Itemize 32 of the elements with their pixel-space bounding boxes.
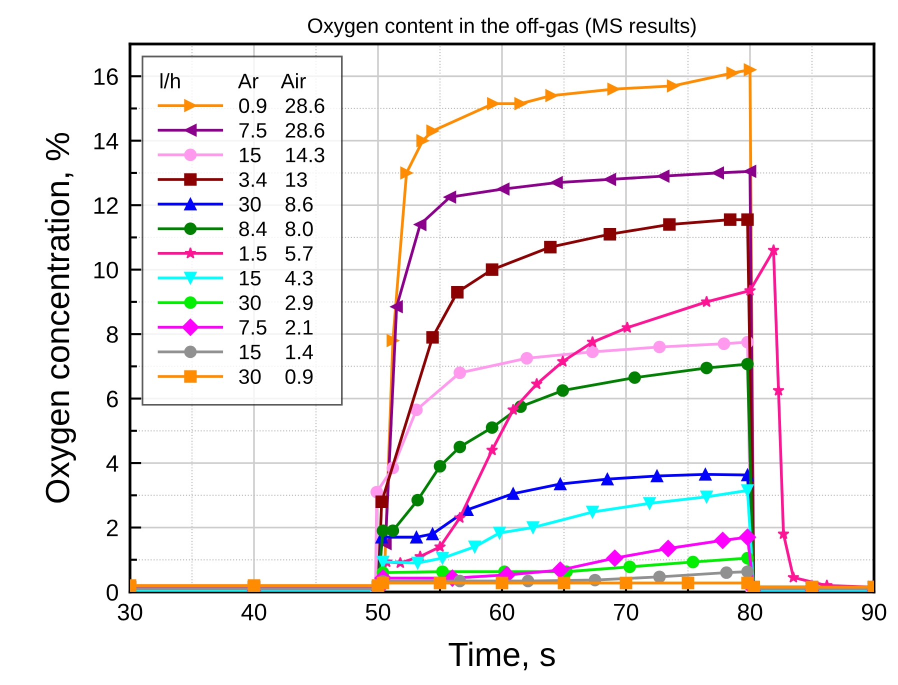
y-tick-label: 6: [106, 390, 118, 408]
y-tick-label: 12: [94, 197, 118, 214]
legend-label: 30 2.9: [239, 295, 313, 310]
x-tick-label: 90: [862, 604, 886, 620]
x-tick-label: 70: [614, 604, 638, 620]
legend-label: 3.4 13: [239, 172, 307, 187]
legend-label: 0.9 28.6: [239, 98, 324, 114]
x-axis-title: Time, s: [448, 642, 555, 670]
legend-label: 30 8.6: [239, 196, 313, 212]
y-tick-label: 0: [106, 584, 118, 601]
x-tick-label: 40: [241, 604, 266, 620]
y-axis-title: Oxygen concentration, %: [44, 132, 76, 503]
x-tick-label: 50: [366, 604, 390, 620]
chart-title: Oxygen content in the off-gas (MS results): [308, 18, 696, 38]
legend-label: 30 0.9: [239, 369, 313, 384]
legend-label: 15 1.4: [240, 344, 314, 360]
legend-label: 8.4 8.0: [239, 221, 313, 236]
legend-title: l/h Ar Air: [160, 73, 306, 88]
x-tick-label: 80: [738, 604, 762, 620]
legend-label: 7.5 28.6: [239, 122, 324, 138]
y-tick-label: 4: [106, 455, 118, 472]
x-tick-label: 60: [490, 604, 514, 620]
legend-label: 7.5 2.1: [239, 320, 313, 335]
x-tick-label: 30: [118, 604, 142, 620]
y-tick-label: 2: [106, 520, 118, 536]
legend-label: 15 14.3: [240, 148, 324, 162]
y-tick-label: 10: [94, 262, 118, 278]
legend-label: 15 4.3: [240, 270, 313, 286]
y-tick-label: 14: [94, 133, 118, 150]
y-tick-label: 16: [94, 68, 118, 86]
legend-label: 1.5 5.7: [240, 246, 313, 261]
y-tick-label: 8: [106, 326, 118, 343]
